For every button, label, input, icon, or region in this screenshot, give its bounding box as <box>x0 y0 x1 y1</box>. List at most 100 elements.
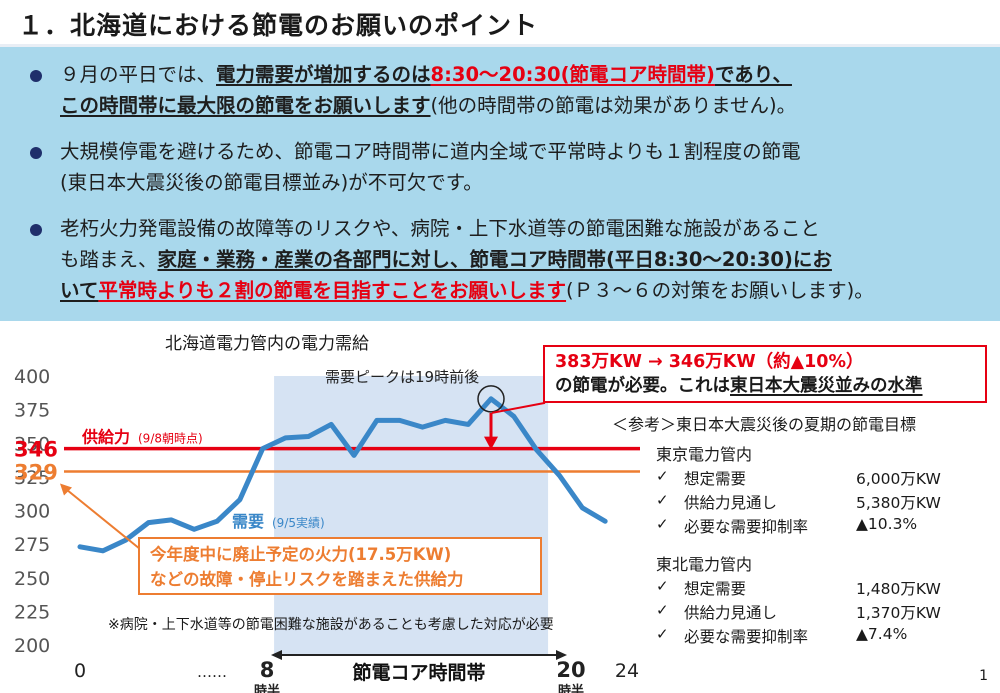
demand-point <box>397 418 402 423</box>
demand-point <box>374 418 380 423</box>
check-icon: ✓ <box>656 601 669 619</box>
reference-row-value: ▲10.3% <box>856 515 918 533</box>
demand-point <box>77 544 83 550</box>
check-icon: ✓ <box>656 577 669 595</box>
chart-canvas: 北海道電力管内の電力需給 200225250275300325350375400… <box>14 334 640 693</box>
reference-row: ✓ 想定需要 1,480万KW <box>656 577 996 599</box>
text-run: であり、 <box>714 63 792 86</box>
reference-row-label: 必要な需要抑制率 <box>684 518 809 536</box>
demand-point <box>488 396 494 402</box>
reference-region-name: 東京電力管内 <box>656 445 753 464</box>
text-run: 電力需要が増加するのは <box>216 63 431 86</box>
callout-line-2: の節電が必要。これは東日本大震災並みの水準 <box>555 374 975 398</box>
bullet-2-line-2: (東日本大震災後の節電目標並み)が不可欠です。 <box>60 168 483 197</box>
text-run: (Ｐ３～６の対策をお願いします)。 <box>566 279 874 302</box>
y-tick-label: 400 <box>14 366 50 388</box>
title-divider <box>0 44 1000 47</box>
reference-row: ✓ 供給力見通し 1,370万KW <box>656 601 996 623</box>
chart-title: 北海道電力管内の電力需給 <box>165 334 369 354</box>
callout-line-2-text: の節電が必要。これは <box>555 376 730 396</box>
demand-point <box>328 422 334 427</box>
callout-line-1: 383万KW → 346万KW（約▲10%） <box>555 352 864 372</box>
text-run: 平常時よりも２割の節電を目指すことをお願いします <box>98 279 567 302</box>
text-run: 家庭・業務・産業の各部門に対し、節電コア時間帯(平日8:30～20:30)にお <box>157 248 832 271</box>
page-number: 1 <box>979 668 988 684</box>
saving-callout-box: 383万KW → 346万KW（約▲10%） の節電が必要。これは東日本大震災並… <box>543 345 987 403</box>
x-tick-label: …… <box>197 663 227 681</box>
check-icon: ✓ <box>656 491 669 509</box>
demand-series-label: 需要 <box>232 512 264 531</box>
x-sublabel: 時半 <box>558 683 584 693</box>
risk-note-line-1: 今年度中に廃止予定の火力(17.5万KW) <box>150 545 452 564</box>
text-run: も踏まえ、 <box>60 248 158 271</box>
bullet-3-line-1: 老朽火力発電設備の故障等のリスクや、病院・上下水道等の節電困難な施設があること <box>60 214 820 243</box>
risk-line-axis-label: 329 <box>14 460 58 484</box>
reference-row: ✓ 必要な需要抑制率 ▲7.4% <box>656 625 996 647</box>
risk-supply-note-box: 今年度中に廃止予定の火力(17.5万KW) などの故障・停止リスクを踏まえた供給… <box>138 537 542 595</box>
reference-panel: ＜参考＞東日本大震災後の夏期の節電目標 東京電力管内 ✓ 想定需要 6,000万KW ✓… <box>612 411 997 646</box>
x-tick-label: 20 <box>556 658 585 682</box>
text-run: 大規模停電を避けるため、節電コア時間帯に道内全域で平常時よりも１割程度の節電 <box>60 140 801 163</box>
x-tick-label: 8 <box>260 658 275 682</box>
check-icon: ✓ <box>656 515 669 533</box>
demand-point <box>511 414 517 419</box>
demand-point <box>191 527 197 532</box>
demand-point <box>580 505 585 511</box>
text-run: 老朽火力発電設備の故障等のリスクや、病院・上下水道等の節電困難な施設があること <box>60 217 820 240</box>
chart-footnote: ※病院・上下水道等の節電困難な施設があることも考慮した対応が必要 <box>108 617 554 633</box>
y-tick-label: 200 <box>14 635 50 657</box>
power-supply-demand-chart: 北海道電力管内の電力需給 200 225 250 275 300 325 350 375 400… <box>0 321 1000 693</box>
check-icon: ✓ <box>656 625 669 643</box>
reference-row-value: 6,000万KW <box>856 470 941 488</box>
y-tick-label: 350 <box>14 433 50 455</box>
y-tick-label: 250 <box>14 568 50 590</box>
peak-label: 需要ピークは19時前後 <box>325 368 479 386</box>
reference-row-label: 供給力見通し <box>684 604 778 622</box>
text-run: (他の時間帯の節電は効果がありません)。 <box>430 94 797 117</box>
reference-title: ＜参考＞東日本大震災後の夏期の節電目標 <box>612 415 917 434</box>
demand-point <box>283 435 288 441</box>
callout-connector <box>491 401 546 414</box>
demand-point <box>420 424 425 430</box>
supply-line-note: (9/8朝時点) <box>138 432 203 446</box>
arrow-right-icon <box>556 650 567 660</box>
reference-row: ✓ 想定需要 6,000万KW <box>656 467 996 489</box>
text-run: (東日本大震災後の節電目標並み)が不可欠です。 <box>60 171 483 194</box>
demand-point <box>306 434 311 439</box>
key-points-panel: ９月の平日では、電力需要が増加するのは8:30～20:30(節電コア時間帯)であ… <box>0 47 1000 321</box>
demand-point <box>260 446 265 451</box>
demand-point <box>237 497 243 502</box>
check-icon: ✓ <box>656 467 669 485</box>
supply-line-axis-label: 346 <box>14 438 58 462</box>
reference-row-value: 1,480万KW <box>856 580 941 598</box>
demand-series-note: (9/5実績) <box>272 515 325 530</box>
demand-point <box>100 548 106 554</box>
demand-point <box>169 517 174 523</box>
demand-point <box>146 520 151 525</box>
supply-line-label: 供給力 <box>81 428 130 447</box>
bullet-3-line-2: も踏まえ、家庭・業務・産業の各部門に対し、節電コア時間帯(平日8:30～20:3… <box>60 245 832 274</box>
reference-region-name: 東北電力管内 <box>656 555 753 574</box>
x-sublabel: 時半 <box>254 683 280 693</box>
demand-point <box>534 447 539 453</box>
demand-series-line <box>77 396 608 554</box>
text-run: いて <box>60 279 99 302</box>
reference-row-value: ▲7.4% <box>856 625 908 643</box>
demand-point <box>214 519 220 524</box>
reference-row-label: 想定需要 <box>684 470 747 488</box>
callout-emphasis: 東日本大震災並みの水準 <box>730 376 923 396</box>
bullet-dot-icon <box>30 70 42 82</box>
demand-point <box>465 422 471 427</box>
reference-row: ✓ 必要な需要抑制率 ▲10.3% <box>656 515 996 537</box>
risk-arrow-shaft <box>63 486 141 550</box>
reference-row-label: 供給力見通し <box>684 494 778 512</box>
text-run: 8:30～20:30(節電コア時間帯) <box>430 63 715 86</box>
reference-row: ✓ 供給力見通し 5,380万KW <box>656 491 996 513</box>
peak-marker-circle <box>477 385 505 413</box>
demand-point <box>557 473 562 478</box>
reference-row-label: 想定需要 <box>684 580 747 598</box>
y-tick-label: 300 <box>14 501 50 523</box>
arrow-left-icon <box>271 650 282 660</box>
gap-arrow-head-icon <box>484 436 498 450</box>
bullet-dot-icon <box>30 224 42 236</box>
